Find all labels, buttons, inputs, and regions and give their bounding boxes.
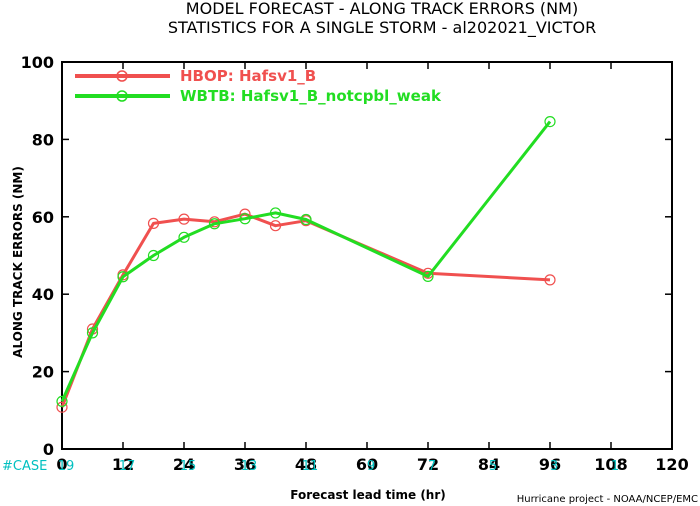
case-count: 13 [241,459,258,474]
case-count: 1 [611,459,619,474]
data-point [147,249,160,262]
x-tick-label: 72 [417,455,439,474]
x-tick-label: 48 [295,455,317,474]
x-tick-label: 120 [655,455,688,474]
case-count: 9 [367,459,375,474]
y-tick-label: 0 [43,440,54,459]
data-point [269,207,282,219]
case-count: 5 [489,459,497,474]
x-tick-label: 108 [594,455,627,474]
y-tick-label: 20 [32,363,54,382]
data-point [117,271,129,283]
data-point [208,218,221,230]
case-count: 19 [58,459,75,474]
data-point [178,231,190,243]
data-point [239,213,251,225]
data-point [147,217,160,229]
data-point [86,327,99,339]
series [56,115,556,413]
data-point [544,274,556,286]
case-count: 15 [180,459,197,474]
data-point [178,213,190,225]
x-axis-label: Forecast lead time (hr) [290,488,446,502]
chart-title: MODEL FORECAST - ALONG TRACK ERRORS (NM) [186,0,578,18]
case-count: 11 [302,459,319,474]
data-point [269,220,282,232]
chart-subtitle: STATISTICS FOR A SINGLE STORM - al202021… [168,18,596,38]
legend-swatch-marker [116,90,128,102]
case-count: 3 [550,459,558,474]
x-tick-label: 12 [112,455,134,474]
data-point [300,213,312,226]
case-counts: #CASE 19 17 15 13 11 9 7 5 3 1 [2,459,619,474]
x-tick-label: 60 [356,455,378,474]
legend-swatch-marker [116,70,128,82]
x-tick-label: 84 [478,455,500,474]
ticks: 0 12 24 36 48 60 72 84 96 108 120 0 20 40 60 80 100 [21,53,689,474]
legend-label: HBOP: Hafsv1_B [180,67,316,85]
y-tick-label: 100 [21,53,54,72]
x-tick-label: 24 [173,455,195,474]
series-line-1 [60,212,551,408]
case-label: #CASE [2,459,47,474]
credit-text: Hurricane project - NOAA/NCEP/EMC [517,494,698,505]
y-tick-label: 60 [32,208,54,227]
series-line-2 [60,120,552,403]
legend-label: WBTB: Hafsv1_B_notcpbl_weak [180,87,442,105]
data-point [56,401,68,413]
data-point [544,115,556,128]
x-tick-label: 0 [56,455,67,474]
y-tick-label: 40 [32,285,54,304]
data-point [56,395,68,407]
case-count: 17 [119,459,136,474]
y-tick-label: 80 [32,130,54,149]
y-axis-label: ALONG TRACK ERRORS (NM) [11,166,25,358]
data-point [422,270,434,282]
case-count: 7 [428,459,436,474]
x-tick-label: 96 [539,455,561,474]
legend: HBOP: Hafsv1_B WBTB: Hafsv1_B_notcpbl_wea… [75,67,442,105]
x-tick-label: 36 [234,455,256,474]
